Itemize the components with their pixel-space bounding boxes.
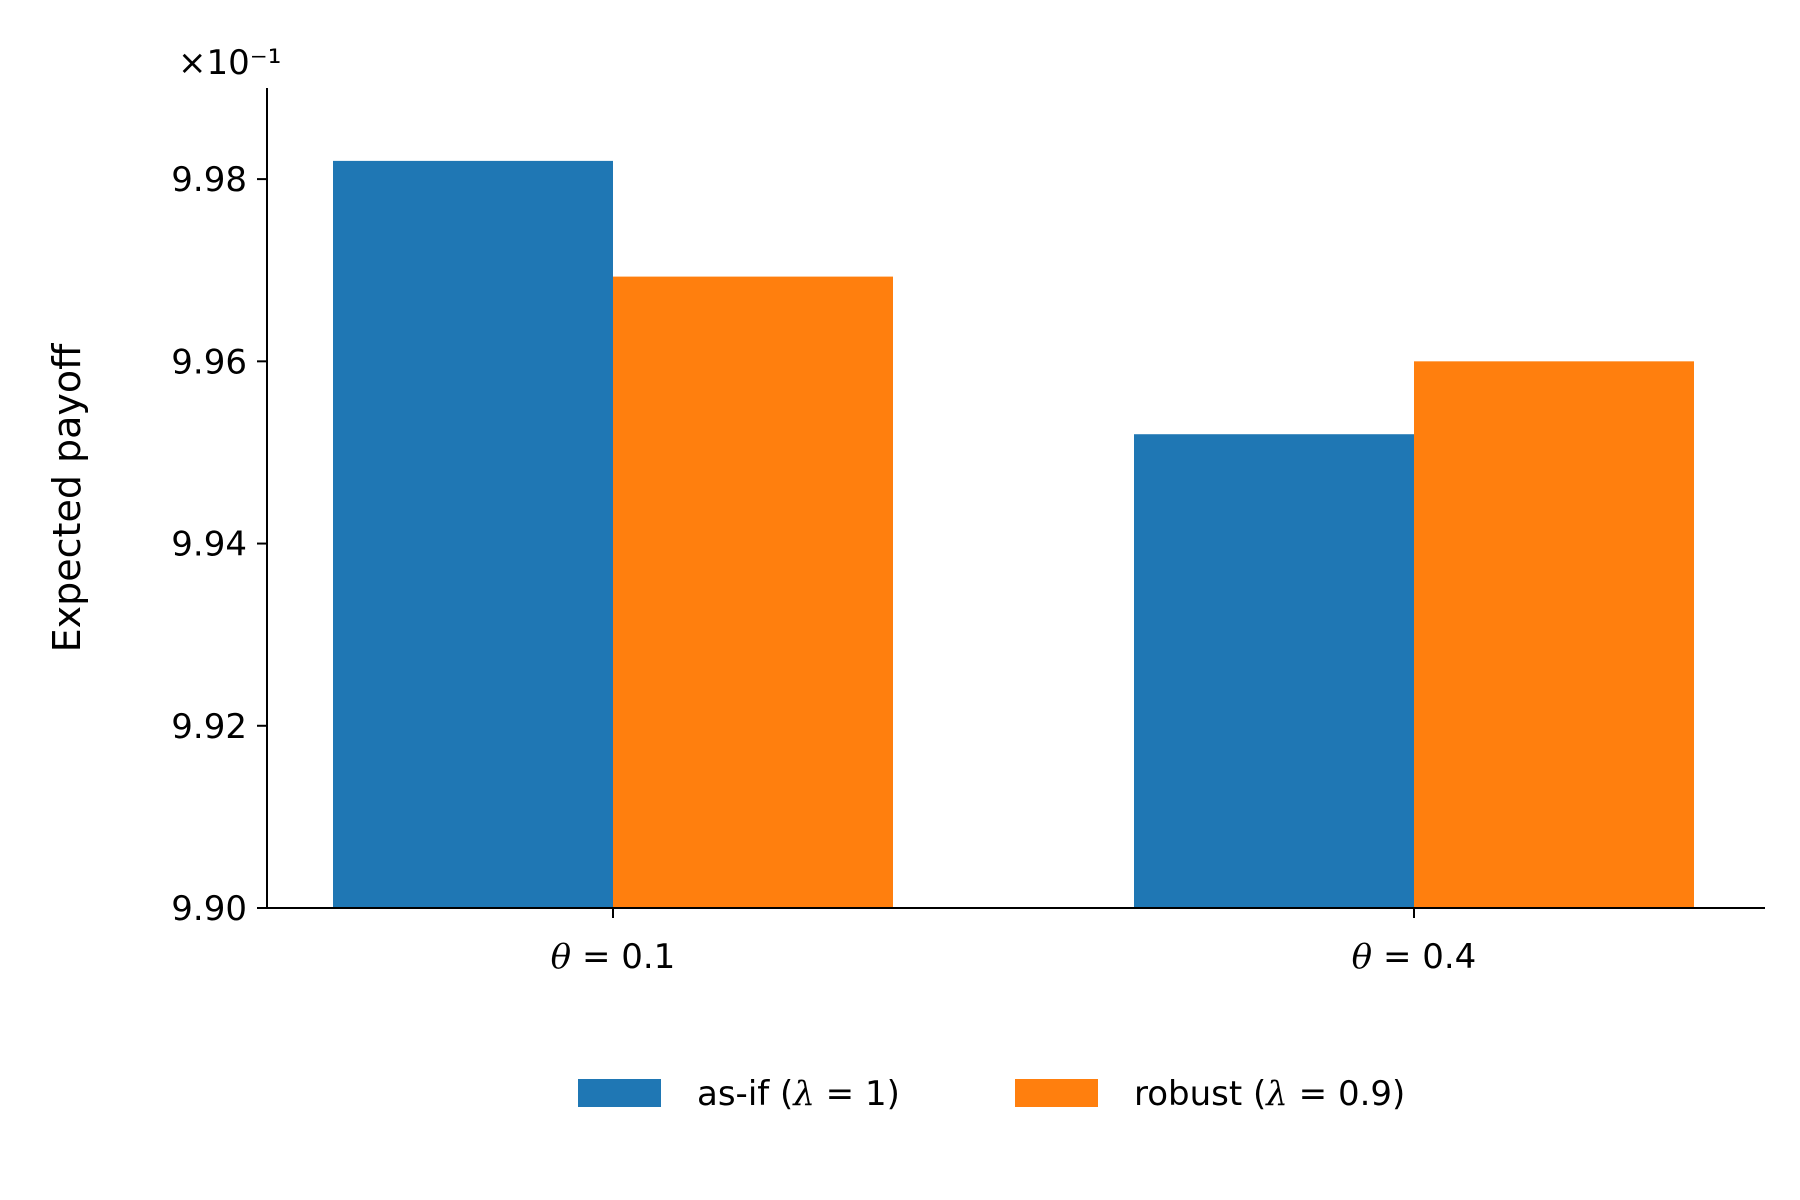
axes-layer: 9.90 9.92 9.94 9.96 9.98 ×10⁻¹ θ = 0.1 θ = 0.4 E…	[45, 43, 1765, 977]
legend: as-if (λ = 1) robust (λ = 0.9)	[578, 1074, 1405, 1114]
x-tick-label: θ = 0.4	[1352, 937, 1477, 977]
y-tick-label: 9.94	[171, 525, 247, 565]
legend-label-robust: robust (λ = 0.9)	[1134, 1074, 1405, 1114]
bar-as-if-0	[333, 160, 613, 908]
bar-as-if-1	[1134, 434, 1414, 908]
legend-swatch-as-if	[578, 1079, 661, 1107]
y-tick-label: 9.90	[171, 889, 247, 929]
legend-swatch-robust	[1015, 1079, 1098, 1107]
bars-layer	[333, 160, 1694, 909]
y-axis-label: Expected payoff	[45, 343, 89, 653]
bar-robust-0	[613, 276, 893, 909]
y-tick-label: 9.98	[171, 160, 247, 200]
bar-robust-1	[1414, 361, 1694, 908]
y-tick-label: 9.92	[171, 707, 247, 747]
y-tick-label: 9.96	[171, 342, 247, 382]
legend-label-as-if: as-if (λ = 1)	[697, 1074, 900, 1114]
x-tick-label: θ = 0.1	[551, 937, 676, 977]
y-offset-text: ×10⁻¹	[178, 43, 281, 83]
